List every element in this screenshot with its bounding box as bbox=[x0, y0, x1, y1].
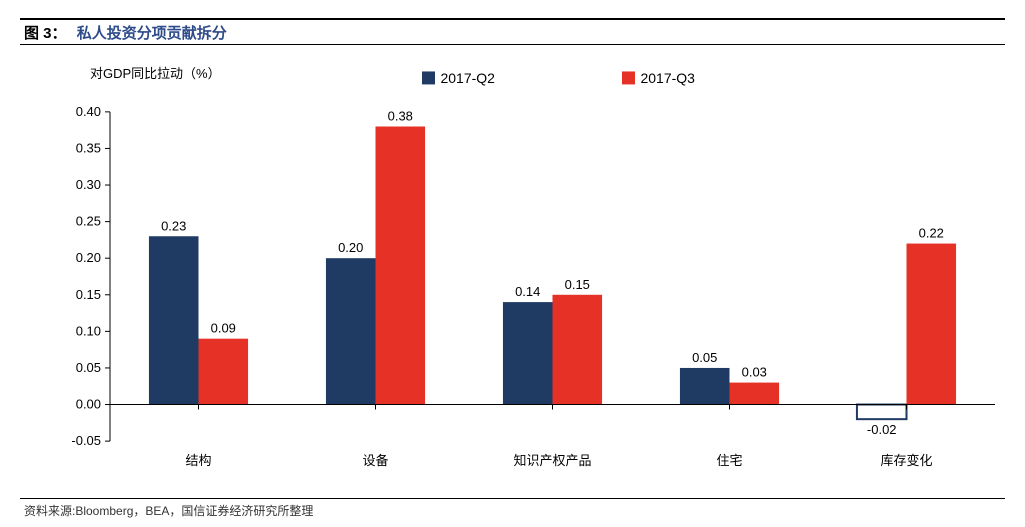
bar bbox=[326, 258, 376, 404]
bar bbox=[503, 302, 553, 404]
title-underline bbox=[20, 44, 1005, 45]
x-category-label: 库存变化 bbox=[881, 453, 933, 468]
x-category-label: 结构 bbox=[186, 453, 212, 468]
legend-label: 2017-Q2 bbox=[441, 70, 496, 86]
bar bbox=[376, 126, 426, 404]
y-tick-label: -0.05 bbox=[71, 433, 101, 448]
legend-marker bbox=[623, 72, 635, 84]
legend-marker bbox=[423, 72, 435, 84]
x-category-label: 设备 bbox=[363, 453, 389, 468]
y-tick-label: 0.05 bbox=[76, 360, 101, 375]
bar-value-label: 0.15 bbox=[565, 277, 590, 292]
bar bbox=[553, 295, 603, 405]
y-tick-label: 0.15 bbox=[76, 287, 101, 302]
top-rule bbox=[20, 18, 1005, 20]
bar bbox=[857, 405, 907, 420]
bar-value-label: 0.38 bbox=[388, 109, 413, 124]
y-tick-label: 0.30 bbox=[76, 177, 101, 192]
y-tick-label: 0.40 bbox=[76, 104, 101, 119]
bar bbox=[199, 339, 249, 405]
bar-value-label: 0.14 bbox=[515, 284, 540, 299]
bar bbox=[730, 383, 780, 405]
chart-svg: 对GDP同比拉动（%） 2017-Q2 2017-Q3 0.23 0.20 0.14 0.0… bbox=[20, 52, 1005, 491]
figure-title: 图 3： 私人投资分项贡献拆分 bbox=[24, 22, 227, 43]
y-tick-label: 0.10 bbox=[76, 323, 101, 338]
y-tick-label: 0.25 bbox=[76, 214, 101, 229]
y-tick-label: 0.00 bbox=[76, 397, 101, 412]
x-category-label: 知识产权产品 bbox=[514, 453, 592, 468]
bar-value-label: -0.02 bbox=[867, 422, 897, 437]
y-axis-title: 对GDP同比拉动（%） bbox=[90, 66, 221, 81]
bar-value-label: 0.05 bbox=[692, 350, 717, 365]
y-tick-label: 0.35 bbox=[76, 140, 101, 155]
bar bbox=[680, 368, 730, 405]
bar bbox=[907, 244, 957, 405]
figure-container: 图 3： 私人投资分项贡献拆分 对GDP同比拉动（%） 2017-Q2 2017-Q… bbox=[0, 0, 1025, 527]
x-category-label: 住宅 bbox=[717, 453, 743, 468]
bottom-rule bbox=[20, 498, 1005, 499]
bar-chart: 对GDP同比拉动（%） 2017-Q2 2017-Q3 0.23 0.20 0.14 0.0… bbox=[20, 52, 1005, 491]
bar-value-label: 0.03 bbox=[742, 365, 767, 380]
figure-title-text: 私人投资分项贡献拆分 bbox=[77, 25, 227, 42]
bar bbox=[149, 236, 199, 404]
legend-label: 2017-Q3 bbox=[641, 70, 696, 86]
y-tick-label: 0.20 bbox=[76, 250, 101, 265]
source-line: 资料来源:Bloomberg，BEA，国信证券经济研究所整理 bbox=[24, 502, 313, 519]
bar-value-label: 0.22 bbox=[919, 226, 944, 241]
bar-value-label: 0.09 bbox=[211, 321, 236, 336]
bar-value-label: 0.20 bbox=[338, 240, 363, 255]
bar-value-label: 0.23 bbox=[161, 218, 186, 233]
figure-index: 图 3： bbox=[24, 25, 67, 42]
